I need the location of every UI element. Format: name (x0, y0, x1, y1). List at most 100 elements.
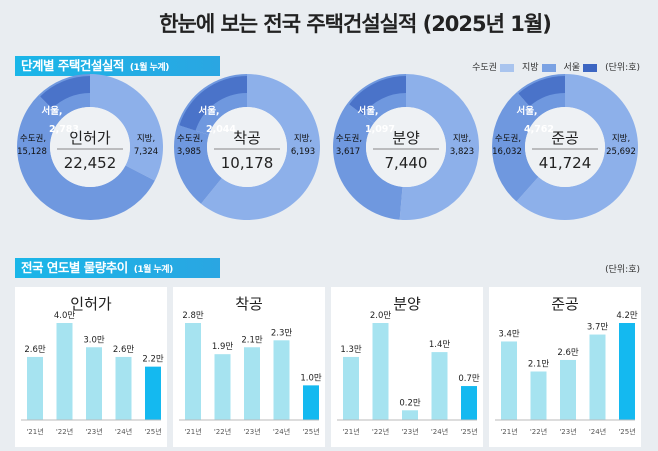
label-jibang-name: 지방, (612, 133, 630, 144)
bar (343, 356, 359, 420)
x-tick-label: '22년 (530, 427, 547, 436)
label-sudogwon-name: 수도권, (336, 133, 362, 144)
donut-total: 41,724 (539, 154, 592, 172)
bar-panel-3: 준공 3.4만 '21년 2.1만 '22년 2.6만 '23년 3.7만 '24년 4.2만 '2… (489, 287, 641, 447)
donut-total: 22,452 (64, 154, 117, 172)
bar-value-label: 1.0만 (300, 373, 322, 383)
bar (402, 410, 418, 420)
slice-seoul (40, 76, 90, 109)
bar (27, 356, 43, 420)
legend-item-seoul: 서울 (564, 60, 598, 73)
page-title: 한눈에 보는 전국 주택건설실적 (2025년 1월) (159, 12, 552, 36)
label-seoul-value: 2,044 (206, 124, 236, 135)
label-seoul-name: 서울, (516, 105, 537, 117)
label-seoul-name: 서울, (357, 105, 378, 117)
legend-item-jibang: 지방 (522, 60, 556, 73)
label-sudogwon-value: 16,032 (492, 147, 522, 157)
x-tick-label: '23년 (401, 427, 418, 436)
bar (214, 354, 231, 420)
bar-value-label: 2.0만 (370, 311, 392, 321)
bar-value-label: 2.1만 (241, 335, 263, 345)
label-jibang-name: 지방, (453, 133, 471, 144)
bar-value-label: 2.1만 (528, 360, 550, 370)
bar (461, 386, 477, 420)
bar-value-label: 2.6만 (24, 345, 46, 355)
x-tick-label: '21년 (184, 427, 201, 436)
label-jibang-value: 7,324 (134, 147, 158, 157)
label-sudogwon-value: 15,128 (17, 147, 47, 157)
donut-title: 분양 (392, 129, 420, 147)
bar-value-label: 1.9만 (212, 342, 234, 352)
slice-seoul (349, 76, 406, 115)
x-tick-label: '24년 (431, 427, 448, 436)
x-tick-label: '25년 (460, 427, 477, 436)
x-tick-label: '22년 (214, 427, 231, 436)
donut-center (50, 107, 130, 187)
bar-value-label: 1.4만 (429, 340, 451, 350)
label-jibang-name: 지방, (137, 133, 155, 144)
bar-value-label: 2.8만 (182, 311, 204, 321)
label-sudogwon-name: 수도권, (177, 133, 203, 144)
label-seoul-name: 서울, (198, 105, 219, 117)
x-tick-label: '23년 (243, 427, 260, 436)
bar-chart: 착공 2.8만 '21년 1.9만 '22년 2.1만 '23년 2.3만 '24년 1.0만 '2… (179, 295, 322, 436)
donut-title: 착공 (233, 129, 261, 147)
donut-charts: 인허가22,452서울,2,783수도권,15,128지방,7,324착공10,… (16, 74, 639, 221)
legend-unit: (단위:호) (605, 63, 640, 73)
bar-value-label: 2.6만 (113, 345, 135, 355)
legend: 수도권 지방 서울 (단위:호) (472, 60, 640, 73)
label-jibang-value: 3,823 (450, 147, 474, 157)
x-tick-label: '22년 (372, 427, 389, 436)
x-tick-label: '25년 (144, 427, 161, 436)
bar-panel-2: 분양 1.3만 '21년 2.0만 '22년 0.2만 '23년 1.4만 '24년 0.7만 '2… (331, 287, 483, 447)
label-sudogwon-name: 수도권, (20, 133, 46, 144)
bar-chart-title: 준공 (551, 295, 579, 313)
bar (501, 341, 517, 420)
slice-sudogwon (174, 124, 222, 204)
slice-jibang (90, 74, 163, 181)
bar-chart-title: 분양 (393, 295, 421, 313)
bar (273, 340, 290, 420)
trend-unit: (단위:호) (605, 265, 640, 275)
bar (115, 356, 132, 420)
bar (372, 323, 389, 420)
bar (303, 385, 319, 420)
label-sudogwon-value: 3,617 (336, 147, 360, 157)
donut-center (207, 107, 287, 187)
bar (244, 347, 260, 420)
section-label: 전국 연도별 물량추이 (21, 260, 128, 275)
label-seoul-name: 서울, (41, 105, 62, 117)
donut-title: 인허가 (69, 129, 111, 147)
label-jibang-value: 6,193 (291, 147, 315, 157)
section-header-trend: 전국 연도별 물량추이 (1월 누계) (15, 258, 220, 278)
label-sudogwon-value: 3,985 (177, 147, 201, 157)
bar-value-label: 2.3만 (271, 328, 293, 338)
bar-chart: 인허가 2.6만 '21년 4.0만 '22년 3.0만 '23년 2.6만 '24년 2.2만 '… (21, 295, 164, 436)
bar (589, 334, 606, 420)
bar-chart-title: 인허가 (70, 295, 112, 313)
bar-value-label: 2.2만 (142, 355, 164, 365)
slice-sudogwon (333, 103, 403, 220)
bar-value-label: 1.3만 (340, 345, 362, 355)
bar-chart-title: 착공 (235, 295, 263, 313)
bar (86, 347, 102, 420)
slice-jibang (201, 74, 320, 220)
x-tick-label: '23년 (559, 427, 576, 436)
x-tick-label: '21년 (26, 427, 43, 436)
bar-value-label: 3.0만 (83, 335, 105, 345)
bar-value-label: 3.4만 (498, 329, 520, 339)
bar-value-label: 4.2만 (616, 311, 638, 321)
bar-value-label: 3.7만 (587, 323, 609, 333)
x-tick-label: '24년 (589, 427, 606, 436)
bar-panel-0: 인허가 2.6만 '21년 4.0만 '22년 3.0만 '23년 2.6만 '24년 2.2만 '… (15, 287, 167, 447)
bar-chart: 준공 3.4만 '21년 2.1만 '22년 2.6만 '23년 3.7만 '24년 4.2만 '2… (495, 295, 638, 436)
donut-title: 준공 (551, 129, 579, 147)
label-jibang-name: 지방, (294, 133, 312, 144)
label-seoul-value: 1,097 (365, 124, 395, 135)
bar-chart: 분양 1.3만 '21년 2.0만 '22년 0.2만 '23년 1.4만 '24년 0.7만 '2… (337, 295, 480, 436)
label-seoul-value: 4,762 (524, 124, 554, 135)
